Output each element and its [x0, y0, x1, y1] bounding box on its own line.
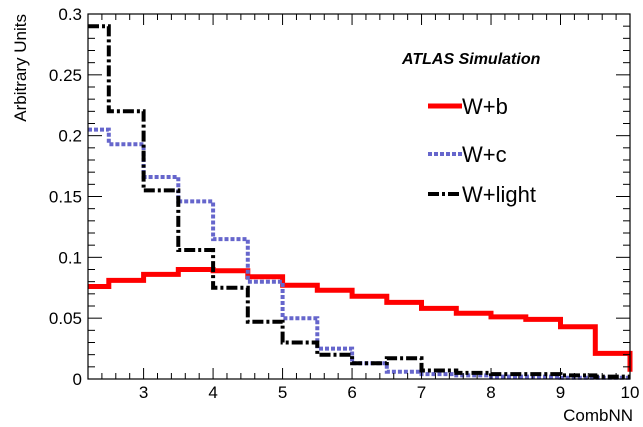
x-tick-label: 5 [278, 383, 287, 402]
y-tick-label: 0.1 [58, 248, 82, 267]
atlas-simulation-label: ATLAS Simulation [401, 51, 541, 68]
series-line-w-c [88, 127, 630, 380]
x-tick-label: 3 [139, 383, 148, 402]
tick-labels: 3 4 5 6 7 8 9 10 0 0.05 0.1 0.15 0.2 0.25 0.3 [49, 5, 640, 402]
legend-label-w-c: W+c [462, 142, 507, 167]
x-tick-label: 8 [486, 383, 495, 402]
legend: W+b W+c W+light [428, 94, 536, 207]
series-line-w-b [88, 267, 633, 372]
axis-ticks [87, 13, 631, 380]
y-tick-label: 0.05 [49, 309, 82, 328]
x-tick-label: 6 [347, 383, 356, 402]
y-tick-label: 0.25 [49, 66, 82, 85]
legend-label-w-b: W+b [462, 94, 508, 119]
y-tick-label: 0 [73, 370, 82, 389]
x-tick-label: 10 [621, 383, 640, 402]
y-tick-label: 0.2 [58, 127, 82, 146]
legend-label-w-light: W+light [462, 182, 536, 207]
plot-frame [87, 13, 631, 380]
x-tick-label: 4 [208, 383, 217, 402]
y-tick-label: 0.15 [49, 188, 82, 207]
x-tick-label: 9 [556, 383, 565, 402]
x-tick-label: 7 [417, 383, 426, 402]
y-axis-title: Arbitrary Units [11, 14, 30, 122]
series-line-w-light [88, 24, 630, 379]
x-axis-title: CombNN [563, 406, 633, 425]
series-layer [88, 24, 633, 380]
y-tick-label: 0.3 [58, 5, 82, 24]
